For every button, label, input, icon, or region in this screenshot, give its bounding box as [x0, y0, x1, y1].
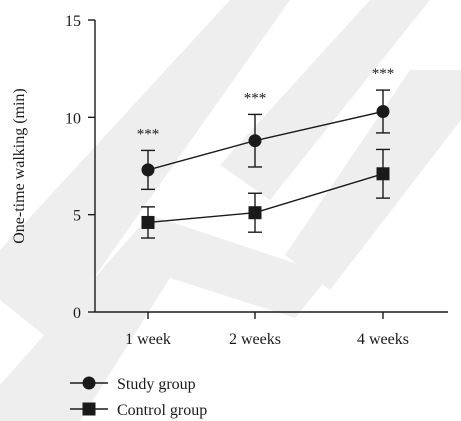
significance-label: *** — [244, 90, 267, 106]
data-point-square — [248, 206, 262, 220]
watermark-stroke — [220, 0, 430, 200]
x-tick-label: 4 weeks — [357, 331, 409, 348]
data-point-square — [376, 167, 390, 181]
data-point-circle — [141, 163, 155, 177]
data-point-circle — [376, 104, 390, 118]
series-square — [141, 148, 390, 239]
series-layer: *** *** *** — [137, 66, 395, 239]
watermark-stroke — [285, 70, 461, 290]
legend-label: Study group — [117, 376, 196, 393]
data-point-square — [141, 215, 155, 229]
y-tick-label: 15 — [65, 13, 81, 30]
series-circle: *** *** *** — [137, 66, 395, 191]
significance-label: *** — [137, 126, 160, 142]
legend-marker-circle — [82, 376, 96, 390]
x-tick-label: 2 weeks — [229, 331, 281, 348]
watermark-stroke — [0, 215, 330, 421]
legend-item: Study group — [70, 376, 196, 393]
x-tick-label: 1 week — [125, 331, 171, 348]
legend-label: Control group — [117, 402, 207, 419]
legend-item: Control group — [70, 402, 207, 419]
legend: Study group Control group — [70, 376, 207, 419]
axes: 0 5 10 15 1 week 2 weeks 4 weeks One-time walki… — [11, 13, 448, 348]
data-point-circle — [248, 134, 262, 148]
y-axis-label: One-time walking (min) — [11, 88, 28, 244]
y-tick-label: 10 — [65, 110, 81, 127]
significance-label: *** — [372, 66, 395, 82]
y-tick-label: 5 — [73, 208, 81, 225]
y-tick-label: 0 — [73, 305, 81, 322]
legend-marker-square — [82, 402, 96, 416]
